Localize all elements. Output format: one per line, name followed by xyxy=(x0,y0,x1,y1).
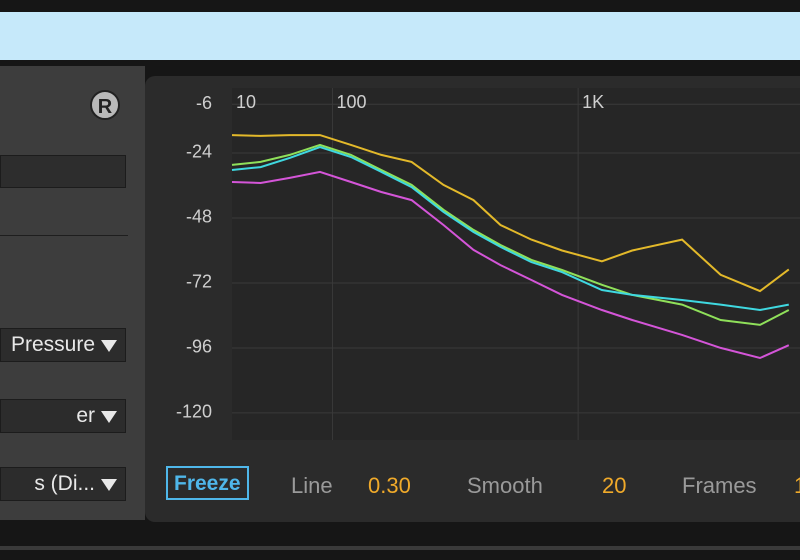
line-label: Line xyxy=(291,473,333,498)
frames-value[interactable]: 1 xyxy=(794,470,800,502)
spectrum-line xyxy=(231,145,789,312)
left-panel xyxy=(0,66,145,520)
dropdown-value: Pressure xyxy=(10,333,95,356)
y-tick-label: -24 xyxy=(186,142,212,162)
line-value[interactable]: 0.30 xyxy=(368,473,411,498)
smooth-value[interactable]: 20 xyxy=(602,473,627,498)
dropdown-arrow xyxy=(101,411,117,423)
spectrum-line xyxy=(231,143,790,326)
freeze-button[interactable]: Freeze xyxy=(166,466,249,500)
dropdown-value: s (Di... xyxy=(34,472,95,495)
x-tick-label: 10 xyxy=(236,92,256,112)
reset-button[interactable]: R xyxy=(90,90,120,120)
x-tick-label: 1K xyxy=(582,92,604,112)
spectrum-line xyxy=(231,134,790,293)
dropdown-value: er xyxy=(76,404,95,427)
y-tick-label: -96 xyxy=(186,337,212,357)
dropdown[interactable]: Pressure xyxy=(0,328,126,362)
y-tick-label: -72 xyxy=(186,272,212,292)
bottom-bar xyxy=(0,546,800,550)
separator xyxy=(0,235,128,236)
text-field[interactable] xyxy=(0,155,126,188)
dropdown[interactable]: er xyxy=(0,399,126,433)
title-bar xyxy=(0,12,800,60)
plot-area xyxy=(232,88,800,440)
y-tick-label: -48 xyxy=(186,207,212,227)
y-tick-label: -6 xyxy=(196,93,212,113)
y-tick-label: -120 xyxy=(176,402,212,422)
dropdown-arrow xyxy=(101,340,117,352)
frames-label: Frames xyxy=(682,473,757,498)
dropdown-arrow xyxy=(101,479,117,491)
dropdown[interactable]: s (Di... xyxy=(0,467,126,501)
spectrum-line xyxy=(231,170,790,360)
x-tick-label: 100 xyxy=(336,92,366,112)
smooth-label: Smooth xyxy=(467,473,543,498)
